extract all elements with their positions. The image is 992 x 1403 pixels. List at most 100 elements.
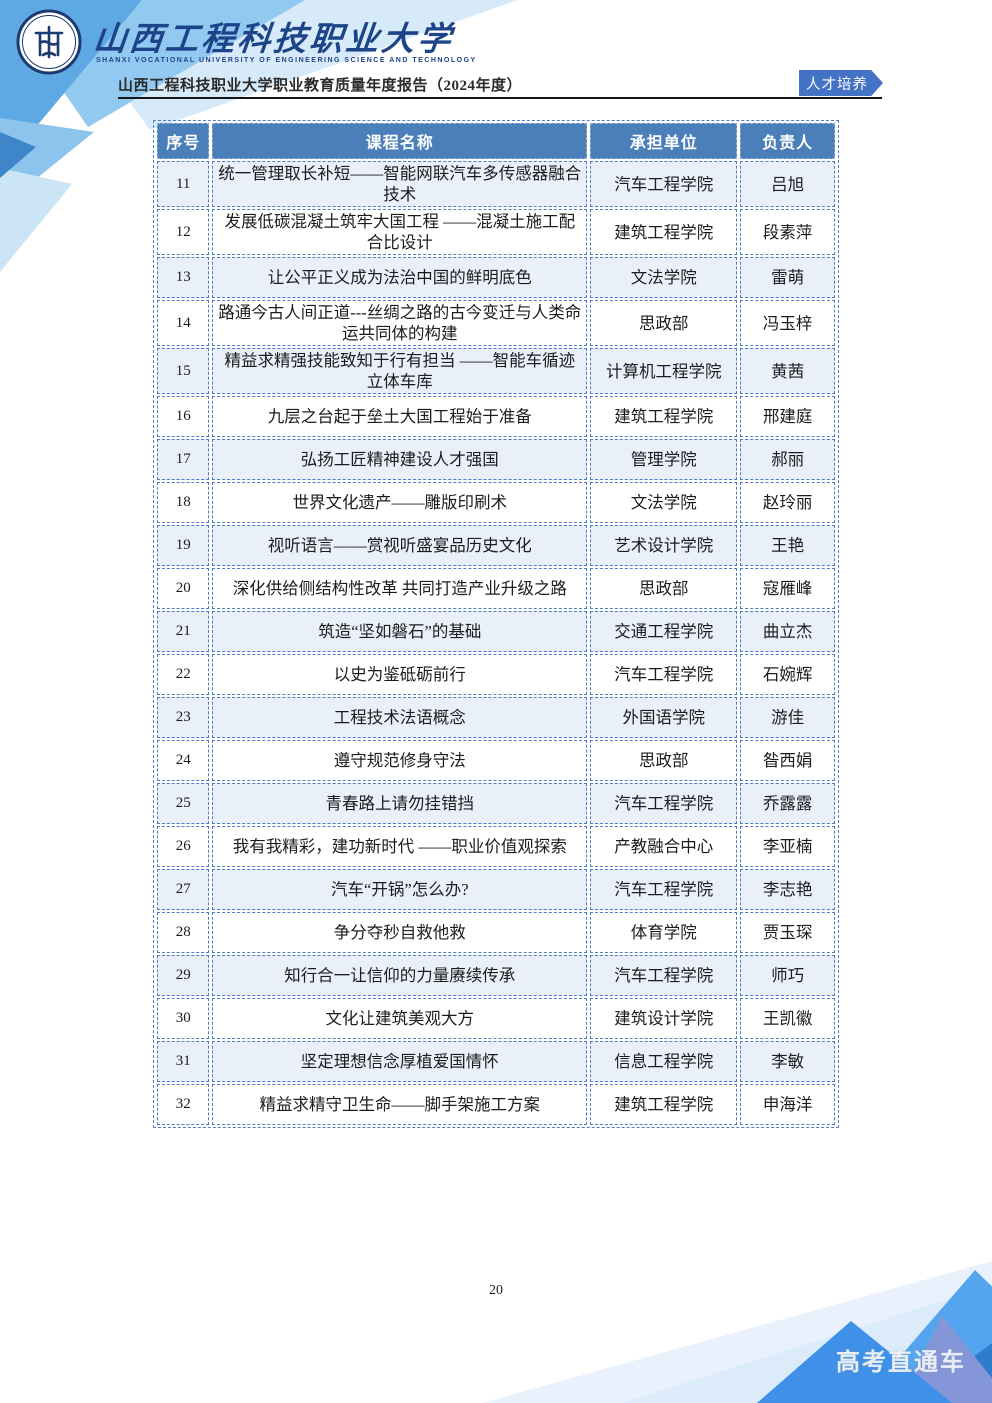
leader-cell: 贾玉琛 [740,912,835,953]
unit-cell: 体育学院 [590,912,738,953]
decoration-triangle [622,1285,992,1403]
course-name-cell: 青春路上请勿挂错挡 [212,783,588,824]
leader-cell: 李亚楠 [740,826,835,867]
leader-cell: 石婉辉 [740,654,835,695]
leader-cell: 昝西娟 [740,740,835,781]
table-row: 22 以史为鉴砥砺前行 汽车工程学院 石婉辉 [157,654,835,695]
university-name-english: SHANXI VOCATIONAL UNIVERSITY OF ENGINEER… [96,57,477,64]
row-number-cell: 22 [157,654,210,695]
course-name-cell: 工程技术法语概念 [212,697,588,738]
table-row: 29 知行合一让信仰的力量赓续传承 汽车工程学院 师巧 [157,955,835,996]
table-row: 11 统一管理取长补短——智能网联汽车多传感器融合技术 汽车工程学院 吕旭 [157,161,835,207]
leader-cell: 冯玉梓 [740,300,835,346]
table-row: 16 九层之台起于垒土大国工程始于准备 建筑工程学院 邢建庭 [157,396,835,437]
table-header-row: 序号 课程名称 承担单位 负责人 [157,123,835,159]
unit-cell: 交通工程学院 [590,611,738,652]
university-name: 山西工程科技职业大学 [91,22,456,58]
unit-cell: 思政部 [590,568,738,609]
course-name-cell: 深化供给侧结构性改革 共同打造产业升级之路 [212,568,588,609]
table-body: 11 统一管理取长补短——智能网联汽车多传感器融合技术 汽车工程学院 吕旭 12… [157,161,835,1125]
unit-cell: 汽车工程学院 [590,161,738,207]
unit-cell: 艺术设计学院 [590,525,738,566]
table-row: 24 遵守规范修身守法 思政部 昝西娟 [157,740,835,781]
course-name-cell: 以史为鉴砥砺前行 [212,654,588,695]
courses-table-container: 序号 课程名称 承担单位 负责人 11 统一管理取长补短——智能网联汽车多传感器… [153,120,839,1128]
row-number-cell: 14 [157,300,210,346]
university-seal-icon [16,9,82,75]
unit-cell: 文法学院 [590,482,738,523]
row-number-cell: 15 [157,348,210,394]
leader-cell: 寇雁峰 [740,568,835,609]
unit-cell: 信息工程学院 [590,1041,738,1082]
course-name-cell: 知行合一让信仰的力量赓续传承 [212,955,588,996]
table-row: 23 工程技术法语概念 外国语学院 游佳 [157,697,835,738]
table-row: 31 坚定理想信念厚植爱国情怀 信息工程学院 李敏 [157,1041,835,1082]
unit-cell: 文法学院 [590,257,738,298]
corner-decoration-bottom-right [472,1253,992,1403]
unit-cell: 管理学院 [590,439,738,480]
row-number-cell: 24 [157,740,210,781]
leader-cell: 师巧 [740,955,835,996]
unit-cell: 汽车工程学院 [590,783,738,824]
unit-cell: 建筑工程学院 [590,396,738,437]
table-row: 15 精益求精强技能致知于行有担当 ——智能车循迹立体车库 计算机工程学院 黄茜 [157,348,835,394]
table-row: 32 精益求精守卫生命——脚手架施工方案 建筑工程学院 申海洋 [157,1084,835,1125]
row-number-cell: 25 [157,783,210,824]
unit-cell: 建筑工程学院 [590,1084,738,1125]
leader-cell: 李志艳 [740,869,835,910]
row-number-cell: 27 [157,869,210,910]
row-number-cell: 16 [157,396,210,437]
leader-cell: 乔露露 [740,783,835,824]
table-row: 21 筑造“坚如磐石”的基础 交通工程学院 曲立杰 [157,611,835,652]
row-number-cell: 12 [157,209,210,255]
unit-cell: 思政部 [590,740,738,781]
leader-cell: 游佳 [740,697,835,738]
row-number-cell: 29 [157,955,210,996]
column-header-unit: 承担单位 [590,123,738,159]
row-number-cell: 31 [157,1041,210,1082]
course-name-cell: 世界文化遗产——雕版印刷术 [212,482,588,523]
row-number-cell: 21 [157,611,210,652]
table-row: 14 路通今古人间正道---丝绸之路的古今变迁与人类命运共同体的构建 思政部 冯… [157,300,835,346]
unit-cell: 汽车工程学院 [590,869,738,910]
course-name-cell: 争分夺秒自救他救 [212,912,588,953]
unit-cell: 汽车工程学院 [590,654,738,695]
unit-cell: 思政部 [590,300,738,346]
column-header-leader: 负责人 [740,123,835,159]
row-number-cell: 13 [157,257,210,298]
row-number-cell: 26 [157,826,210,867]
course-name-cell: 遵守规范修身守法 [212,740,588,781]
leader-cell: 黄茜 [740,348,835,394]
course-name-cell: 弘扬工匠精神建设人才强国 [212,439,588,480]
courses-table: 序号 课程名称 承担单位 负责人 11 统一管理取长补短——智能网联汽车多传感器… [153,120,839,1128]
row-number-cell: 11 [157,161,210,207]
table-row: 27 汽车“开锅”怎么办? 汽车工程学院 李志艳 [157,869,835,910]
course-name-cell: 统一管理取长补短——智能网联汽车多传感器融合技术 [212,161,588,207]
course-name-cell: 精益求精强技能致知于行有担当 ——智能车循迹立体车库 [212,348,588,394]
course-name-cell: 我有我精彩，建功新时代 ——职业价值观探索 [212,826,588,867]
leader-cell: 李敏 [740,1041,835,1082]
unit-cell: 计算机工程学院 [590,348,738,394]
leader-cell: 王艳 [740,525,835,566]
column-header-course: 课程名称 [212,123,588,159]
course-name-cell: 精益求精守卫生命——脚手架施工方案 [212,1084,588,1125]
course-name-cell: 文化让建筑美观大方 [212,998,588,1039]
unit-cell: 汽车工程学院 [590,955,738,996]
row-number-cell: 18 [157,482,210,523]
table-row: 30 文化让建筑美观大方 建筑设计学院 王凯徽 [157,998,835,1039]
leader-cell: 曲立杰 [740,611,835,652]
unit-cell: 建筑设计学院 [590,998,738,1039]
course-name-cell: 九层之台起于垒土大国工程始于准备 [212,396,588,437]
table-row: 18 世界文化遗产——雕版印刷术 文法学院 赵玲丽 [157,482,835,523]
title-underline [118,97,882,99]
leader-cell: 赵玲丽 [740,482,835,523]
section-badge: 人才培养 [799,70,883,96]
course-name-cell: 路通今古人间正道---丝绸之路的古今变迁与人类命运共同体的构建 [212,300,588,346]
table-row: 25 青春路上请勿挂错挡 汽车工程学院 乔露露 [157,783,835,824]
watermark-text: 高考直通车 [836,1350,966,1376]
course-name-cell: 视听语言——赏视听盛宴品历史文化 [212,525,588,566]
course-name-cell: 发展低碳混凝土筑牢大国工程 ——混凝土施工配合比设计 [212,209,588,255]
decoration-triangle [860,1270,992,1403]
leader-cell: 吕旭 [740,161,835,207]
